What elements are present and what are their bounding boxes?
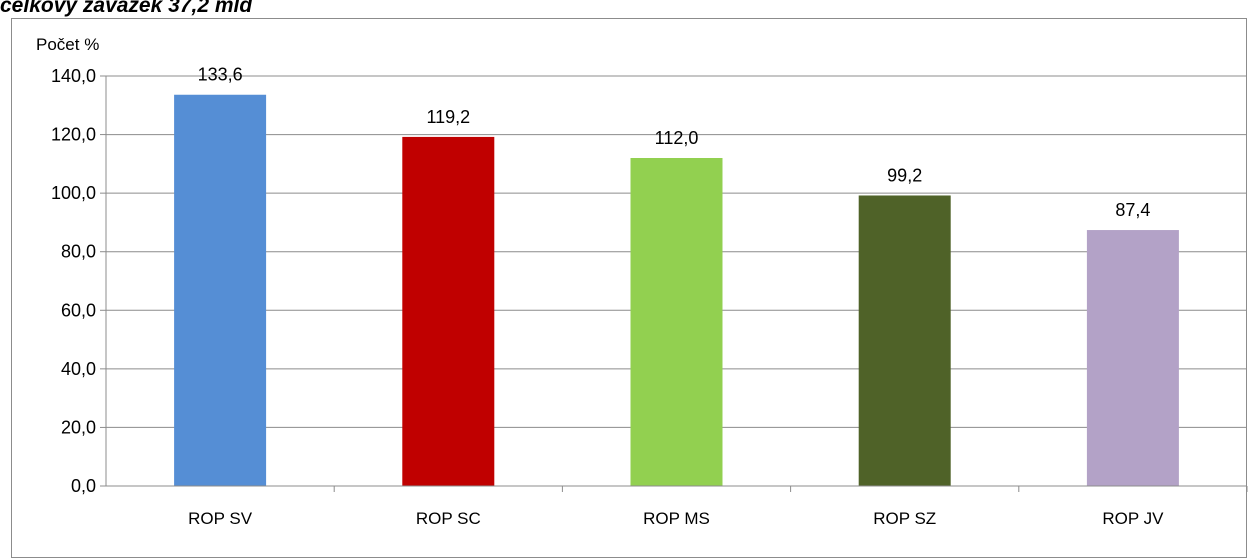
x-tick-label: ROP MS <box>643 509 710 528</box>
y-axis-title: Počet % <box>36 35 99 54</box>
x-tick-label: ROP JV <box>1102 509 1164 528</box>
bar-rop-ms <box>631 158 723 486</box>
y-tick-label: 80,0 <box>61 242 96 262</box>
y-tick-label: 0,0 <box>71 476 96 496</box>
y-tick-label: 120,0 <box>51 125 96 145</box>
data-label: 99,2 <box>887 165 922 185</box>
y-tick-label: 140,0 <box>51 66 96 86</box>
x-tick-label: ROP SV <box>188 509 253 528</box>
data-label: 87,4 <box>1115 200 1150 220</box>
data-label: 133,6 <box>198 65 243 85</box>
data-label: 119,2 <box>426 107 470 127</box>
bar-rop-sz <box>859 195 951 486</box>
bar-rop-jv <box>1087 230 1179 486</box>
y-tick-label: 40,0 <box>61 359 96 379</box>
y-tick-label: 100,0 <box>51 183 96 203</box>
bar-chart: Počet % 0,0 20,0 40,0 60,0 80,0 100,0 120,0 140… <box>0 0 1250 531</box>
y-tick-label: 20,0 <box>61 417 96 437</box>
bar-rop-sv <box>174 95 266 486</box>
data-label: 112,0 <box>655 128 699 148</box>
y-tick-label: 60,0 <box>61 300 96 320</box>
bar-rop-sc <box>402 137 494 486</box>
x-tick-label: ROP SC <box>416 509 481 528</box>
x-tick-label: ROP SZ <box>873 509 936 528</box>
